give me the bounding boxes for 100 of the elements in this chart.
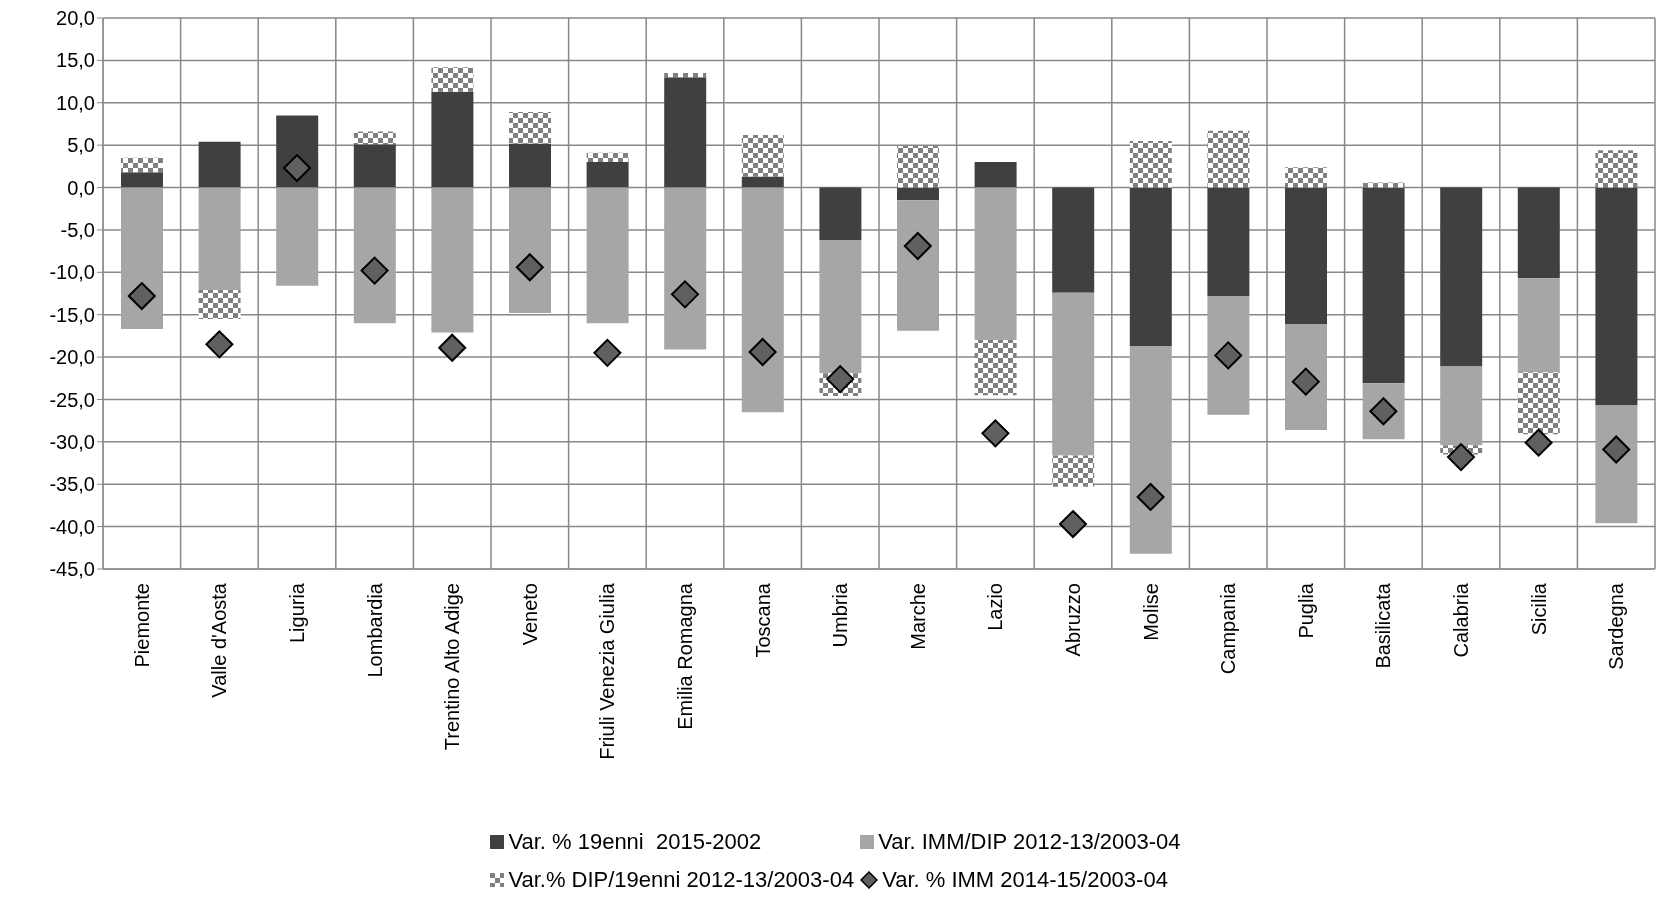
y-tick-label: -45,0 <box>49 558 95 581</box>
y-tick-label: 5,0 <box>67 134 95 157</box>
x-tick-label: Lombardia <box>363 582 386 678</box>
y-tick-label: -5,0 <box>60 219 95 242</box>
y-tick-label: -20,0 <box>49 346 95 369</box>
x-tick-label: Puglia <box>1294 582 1317 639</box>
point <box>903 232 932 261</box>
bar <box>198 187 241 291</box>
bar <box>741 134 784 177</box>
legend-label: Var. % IMM 2014-15/2003-04 <box>882 867 1168 893</box>
x-tick-label: Valle d'Aosta <box>208 582 231 698</box>
bar <box>1595 187 1638 406</box>
bar <box>1362 187 1405 384</box>
bar <box>198 290 241 319</box>
x-tick-label: Toscana <box>751 582 774 658</box>
y-tick-label: -35,0 <box>49 473 95 496</box>
bar <box>586 187 629 324</box>
bar <box>974 162 1017 188</box>
legend-label: Var. % 19enni 2015-2002 <box>508 829 762 855</box>
bar <box>1440 366 1483 446</box>
point <box>593 338 622 367</box>
y-tick-label: -25,0 <box>49 388 95 411</box>
bar <box>664 73 707 78</box>
x-tick-label: Friuli Venezia Giulia <box>596 582 619 760</box>
bar <box>353 131 396 145</box>
bar <box>586 162 629 188</box>
bar <box>1129 187 1172 347</box>
point <box>283 154 311 183</box>
legend-label: Var. IMM/DIP 2012-13/2003-04 <box>878 829 1181 855</box>
point <box>826 365 855 394</box>
y-tick-label: 10,0 <box>56 91 95 114</box>
bar <box>1595 150 1638 188</box>
bar <box>121 187 163 330</box>
bar <box>1517 187 1560 279</box>
x-tick-label: Basilicata <box>1372 582 1395 669</box>
point <box>748 337 777 366</box>
bar <box>974 340 1017 396</box>
bar <box>1595 405 1638 524</box>
bar <box>509 143 551 188</box>
bar <box>819 240 862 374</box>
bar <box>1285 167 1327 188</box>
bar <box>1129 140 1172 188</box>
bar <box>974 187 1017 341</box>
bar <box>664 187 707 350</box>
bar <box>1440 187 1483 367</box>
bar <box>897 146 939 188</box>
bar <box>121 172 163 188</box>
bar <box>1207 187 1250 297</box>
point <box>1602 435 1631 464</box>
bar <box>431 91 474 188</box>
point <box>1214 341 1243 370</box>
bar <box>431 67 474 92</box>
bar <box>1517 372 1560 435</box>
bar <box>509 112 551 144</box>
x-tick-label: Piemonte <box>130 583 153 668</box>
x-tick-label: Umbria <box>829 582 852 648</box>
bar <box>1207 296 1250 415</box>
point <box>515 253 544 282</box>
point <box>1059 510 1087 539</box>
point <box>1447 443 1475 472</box>
y-tick-label: 15,0 <box>56 49 95 72</box>
x-tick-label: Lazio <box>984 583 1007 631</box>
x-tick-label: Emilia Romagna <box>674 582 696 730</box>
legend-label: Var.% DIP/19enni 2012-13/2003-04 <box>508 867 855 893</box>
bar <box>1285 324 1327 430</box>
x-tick-label: Trentino Alto Adige <box>441 583 464 751</box>
y-tick-label: -15,0 <box>49 303 95 326</box>
bar <box>664 77 707 188</box>
y-tick-label: -40,0 <box>49 515 95 538</box>
bar <box>1052 187 1095 293</box>
bar <box>353 144 396 188</box>
bar <box>1285 187 1327 325</box>
bar <box>353 187 396 324</box>
bar <box>198 141 241 188</box>
x-tick-label: Sicilia <box>1527 582 1550 636</box>
x-tick-label: Abruzzo <box>1062 583 1084 657</box>
bar <box>1129 346 1172 554</box>
bar <box>897 200 939 331</box>
x-tick-label: Campania <box>1217 582 1240 675</box>
point <box>1524 428 1553 457</box>
x-tick-label: Marche <box>906 583 929 650</box>
bar <box>431 187 474 333</box>
x-tick-label: Sardegna <box>1605 582 1628 670</box>
bar <box>741 187 784 413</box>
point <box>981 419 1010 448</box>
x-tick-label: Molise <box>1139 583 1162 641</box>
x-tick-label: Veneto <box>518 583 541 646</box>
x-tick-label: Liguria <box>286 582 308 644</box>
bar <box>1052 292 1095 456</box>
y-tick-label: 0,0 <box>67 176 95 199</box>
point <box>360 256 389 285</box>
y-tick-label: -30,0 <box>49 430 95 453</box>
bar <box>819 187 862 241</box>
bar <box>897 187 939 201</box>
point <box>671 280 699 309</box>
point <box>1136 482 1165 511</box>
bar <box>1517 278 1560 373</box>
bar <box>1362 182 1405 188</box>
bar <box>121 157 163 173</box>
bar <box>1052 455 1095 487</box>
